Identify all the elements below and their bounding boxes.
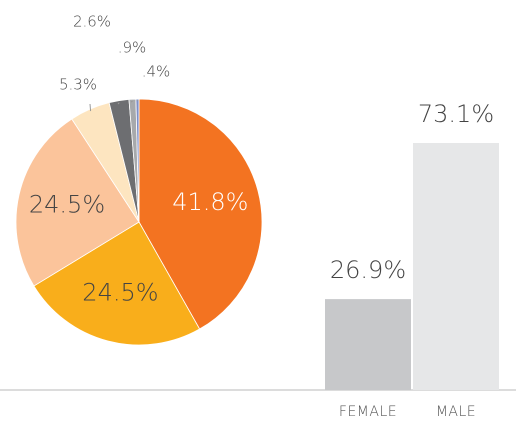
slice-label: 5.3%	[59, 76, 97, 94]
bar-label: 73.1%	[418, 100, 494, 128]
pie-slice	[138, 98, 263, 330]
leader-line	[130, 100, 133, 103]
x-tick-label: MALE	[436, 404, 476, 420]
leader-line	[137, 99, 139, 102]
slice-label: 24.5%	[82, 278, 158, 306]
slice-label: .9%	[118, 39, 147, 57]
leader-line	[89, 103, 92, 112]
slice-label: 24.5%	[29, 191, 105, 219]
x-tick-label: FEMALE	[339, 404, 397, 420]
bar	[325, 299, 411, 390]
bar	[413, 143, 499, 390]
slice-label: 2.6%	[73, 13, 111, 31]
pie-slice	[33, 221, 201, 346]
leader-line	[117, 102, 120, 105]
pie-slice	[135, 98, 140, 223]
slice-label: .4%	[142, 63, 171, 81]
pie-slice	[15, 118, 140, 287]
bar-label: 26.9%	[330, 256, 406, 284]
slice-label: 41.8%	[172, 188, 248, 216]
